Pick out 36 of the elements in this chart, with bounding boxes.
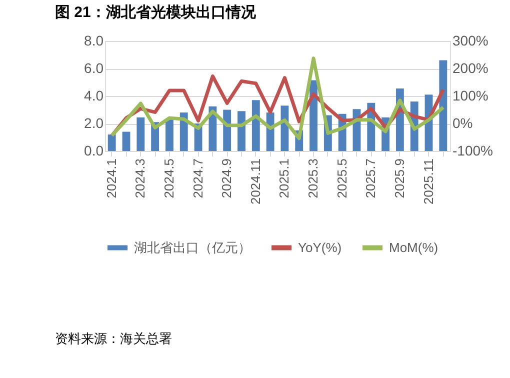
x-tick-label: 2024.3 <box>132 158 148 198</box>
y2-tick-label: 0% <box>452 115 473 131</box>
text: 资料来源：海关总署 <box>55 331 172 346</box>
x-tick-label: 2024.11 <box>248 158 263 205</box>
y-tick-label: 2.0 <box>84 115 104 131</box>
y2-tick-label: 300% <box>452 32 488 48</box>
legend-label: MoM(%) <box>389 240 438 255</box>
line-series <box>110 56 445 140</box>
y-tick-label: 6.0 <box>84 60 104 76</box>
y2-tick-label: 100% <box>452 88 488 104</box>
bar <box>166 119 174 151</box>
bar <box>136 117 145 151</box>
y2-tick-label: -100% <box>452 142 493 158</box>
x-tick-label: 2024.9 <box>219 158 234 198</box>
x-tick-label: 2025.5 <box>334 158 350 198</box>
bar <box>238 111 246 151</box>
x-tick-label: 2024.5 <box>161 158 176 198</box>
chart-title: 图 21：湖北省光模块出口情况 <box>55 4 257 21</box>
bar <box>180 112 188 151</box>
bar <box>439 60 448 151</box>
legend-label: YoY(%) <box>298 240 342 255</box>
bar <box>122 132 130 151</box>
x-tick-label: 2024.1 <box>104 158 119 198</box>
x-tick-label: 2025.7 <box>363 158 378 198</box>
legend-label: 湖北省出口（亿元） <box>134 240 251 255</box>
x-tick-label: 2024.7 <box>190 158 206 198</box>
x-tick-label: 2025.3 <box>306 158 321 198</box>
x-tick-label: 2025.1 <box>276 158 292 198</box>
x-tick-label: 2025.9 <box>392 158 407 198</box>
y-tick-label: 0.0 <box>84 142 104 158</box>
y-tick-label: 8.0 <box>84 32 104 48</box>
bar <box>252 100 260 151</box>
y-tick-label: 4.0 <box>84 88 104 104</box>
bar <box>108 134 116 151</box>
x-tick-label: 2025.11 <box>420 158 436 205</box>
y2-tick-label: 200% <box>452 60 488 76</box>
